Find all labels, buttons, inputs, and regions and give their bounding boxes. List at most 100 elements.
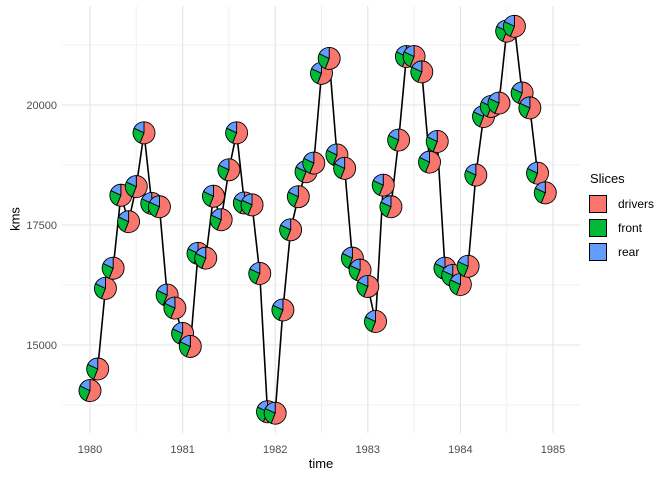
pie-slice-drivers [255, 262, 272, 285]
pie-slice-rear [249, 262, 261, 274]
legend: Slices drivers front rear [589, 171, 654, 267]
pie-slice-rear [303, 151, 315, 164]
legend-label-front: front [618, 221, 643, 235]
x-tick-label: 1984 [448, 444, 472, 456]
pie-slice-rear [287, 185, 299, 198]
pie-slice-rear [457, 254, 469, 267]
pie-slice-drivers [139, 121, 156, 145]
pie-slice-rear [527, 161, 539, 174]
pie-slice-drivers [432, 130, 449, 153]
pie-slice-rear [434, 256, 446, 269]
pie-slice-drivers [540, 181, 557, 205]
pie-slice-drivers [278, 298, 295, 322]
pie-slice-drivers [286, 218, 303, 242]
pie-slice-drivers [154, 195, 171, 219]
pie-slice-drivers [340, 156, 357, 180]
pie-slice-rear [411, 60, 423, 73]
pie-slice-rear [334, 156, 346, 169]
pie-slice-rear [388, 128, 400, 141]
pie-slice-rear [272, 298, 284, 311]
pie-slice-drivers [494, 91, 511, 115]
pie-slice-drivers [509, 14, 526, 38]
pie-slice-rear [280, 218, 292, 231]
x-tick-label: 1983 [356, 444, 380, 456]
pie-slice-rear [156, 283, 168, 296]
pie-slice-drivers [93, 357, 110, 381]
pie-slice-rear [519, 96, 531, 109]
pie-slice-rear [226, 121, 238, 134]
pie-slice-rear [149, 195, 160, 208]
pie-slice-drivers [386, 195, 403, 219]
legend-label-drivers: drivers [618, 197, 655, 211]
pie-slice-drivers [471, 163, 488, 187]
pie-slice-rear [195, 246, 207, 259]
legend-item-rear: rear [589, 243, 654, 261]
pie-slice-drivers [124, 210, 141, 234]
pie-slice-rear [357, 274, 369, 287]
pie-slice-drivers [247, 193, 264, 217]
pie-slice-rear [426, 130, 438, 142]
pie-slice-rear [349, 258, 361, 271]
pie-slice-rear [419, 150, 430, 163]
pie-slice-rear [95, 276, 106, 289]
pie-slice-rear [164, 296, 176, 309]
pie-slice-rear [341, 246, 353, 259]
pie-slice-rear [187, 241, 199, 254]
legend-key-rear-swatch [589, 243, 607, 261]
pie-slice-drivers [232, 121, 249, 145]
pie-slice-rear [380, 195, 392, 208]
pie-slice-drivers [363, 274, 380, 298]
y-axis-title: kms [7, 207, 23, 231]
pie-slice-drivers [525, 96, 542, 120]
pie-slice-rear [488, 91, 500, 104]
y-tick-label: 20000 [26, 100, 57, 112]
pie-slice-drivers [463, 254, 480, 278]
pie-slice-rear [504, 14, 515, 27]
pie-slice-rear [79, 379, 91, 392]
pie-slice-drivers [224, 158, 241, 182]
pie-slice-rear [403, 45, 415, 57]
pie-slice-drivers [170, 296, 187, 320]
pie-slice-rear [110, 183, 122, 196]
pie-slice-rear [264, 401, 276, 414]
legend-item-front: front [589, 219, 654, 237]
x-axis-title: time [308, 456, 334, 471]
pie-slice-rear [172, 322, 184, 334]
legend-key-drivers-swatch [589, 195, 607, 213]
pie-slice-drivers [309, 151, 326, 175]
pie-slice-rear [218, 158, 230, 171]
pie-slice-drivers [216, 208, 233, 232]
pie-slice-drivers [185, 334, 202, 358]
pie-slice-rear [534, 181, 546, 194]
pie-slice-rear [241, 193, 253, 206]
pie-slice-drivers [533, 161, 549, 185]
pie-slice-rear [118, 210, 130, 223]
y-tick-label: 15000 [26, 340, 57, 352]
pie-slice-rear [365, 310, 376, 322]
pie-slice-rear [141, 191, 153, 204]
x-tick-label: 1982 [263, 444, 287, 456]
pie-slice-rear [442, 263, 454, 276]
legend-title: Slices [590, 171, 625, 186]
pie-slice-rear [318, 46, 330, 59]
pie-slice-drivers [417, 60, 434, 84]
pie-slice-rear [179, 334, 191, 347]
pie-slice-rear [511, 81, 523, 94]
pie-slice-rear [125, 175, 137, 188]
y-tick-label: 17500 [26, 220, 57, 232]
pie-slice-drivers [324, 46, 341, 70]
x-tick-label: 1980 [78, 444, 102, 456]
pie-slice-rear [465, 163, 477, 176]
pie-slice-rear [372, 173, 384, 186]
pie-slice-rear [326, 143, 338, 156]
pie-slice-drivers [394, 128, 411, 152]
legend-key-front-swatch [589, 219, 607, 237]
series-line [89, 24, 547, 415]
pie-slice-drivers [378, 173, 395, 197]
x-tick-label: 1981 [170, 444, 194, 456]
x-tick-label: 1985 [541, 444, 565, 456]
pie-slice-rear [203, 184, 214, 197]
pie-slice-rear [102, 256, 114, 269]
pie-slice-drivers [371, 310, 387, 333]
